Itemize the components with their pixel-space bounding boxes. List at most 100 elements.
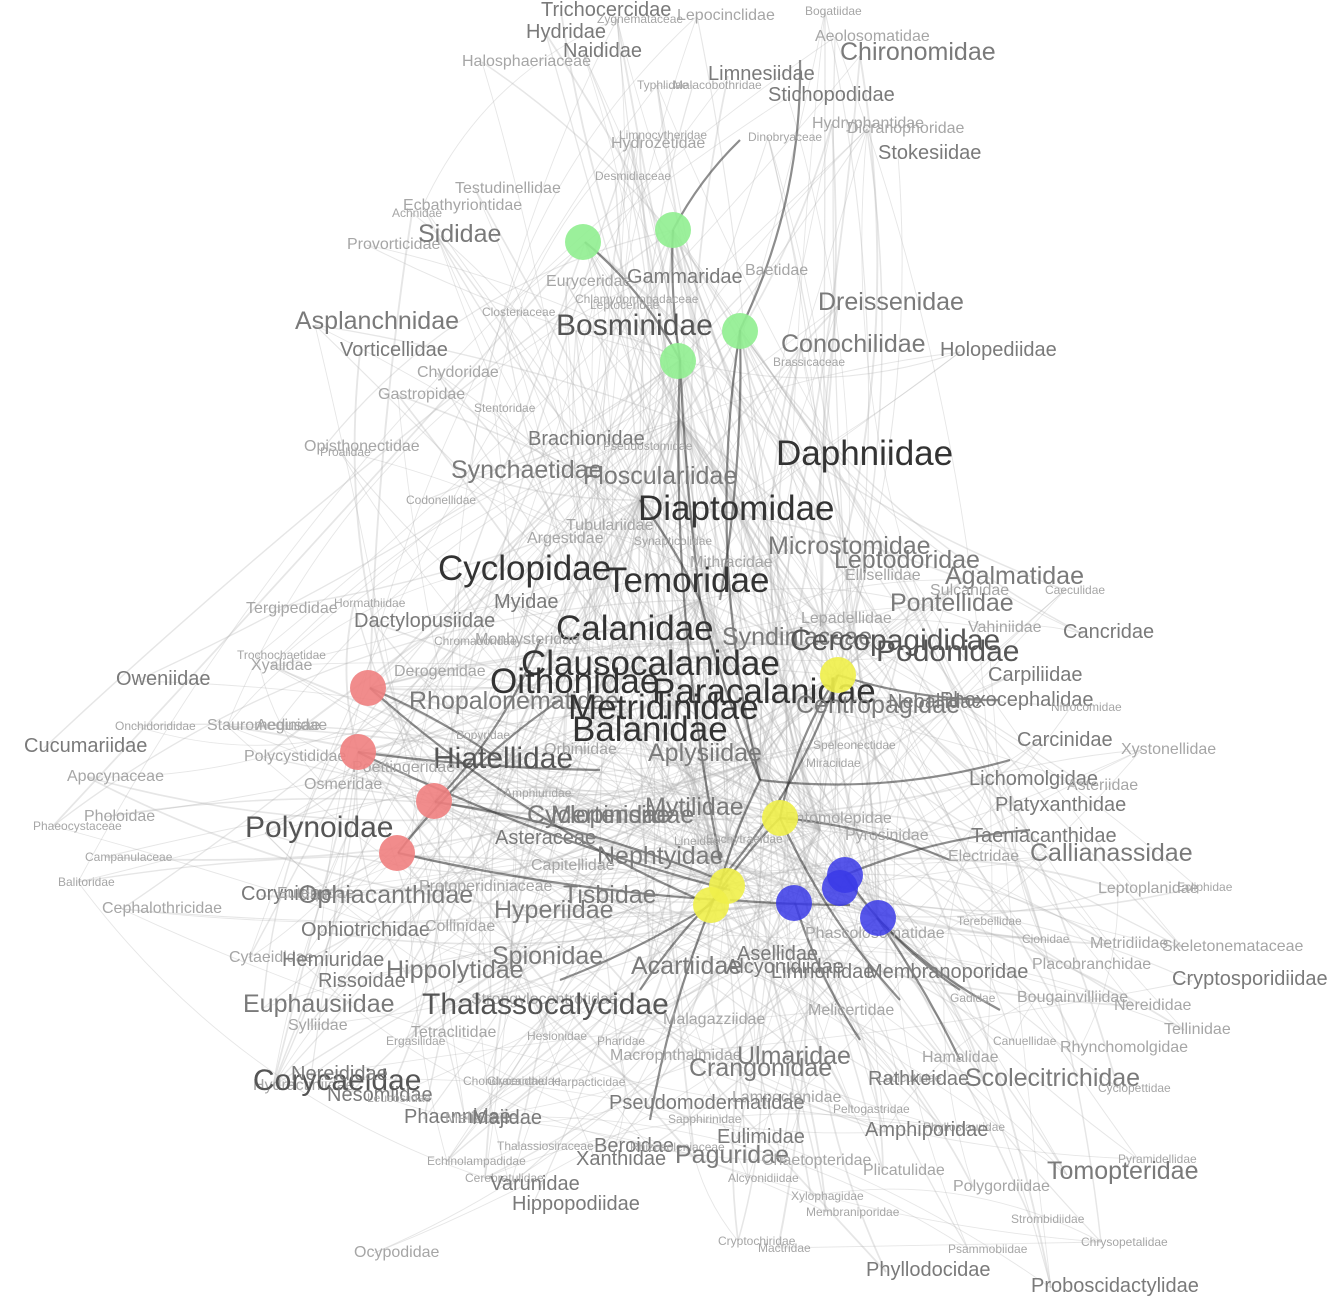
blue-node	[860, 900, 896, 936]
highlight-edge	[434, 639, 542, 803]
web-edge	[839, 886, 899, 1079]
web-edge	[651, 419, 681, 542]
web-edge	[457, 575, 492, 1001]
family-label: Baetidae	[745, 262, 808, 279]
family-label: Oweniidae	[116, 668, 211, 690]
family-label: Rhynchomolgidae	[1060, 1039, 1188, 1056]
family-label: Chironomidae	[840, 38, 996, 66]
web-edge	[585, 359, 681, 527]
web-edge	[752, 817, 781, 1061]
family-label: Lineidae	[674, 834, 720, 848]
family-label: Provorticidae	[347, 236, 440, 253]
web-edge	[649, 917, 878, 1148]
web-edge	[582, 674, 839, 900]
family-label: Myidae	[494, 591, 558, 613]
web-edge	[369, 687, 889, 1082]
web-edge	[428, 704, 729, 886]
web-edge	[616, 18, 821, 831]
web-edge	[679, 359, 789, 551]
web-edge	[699, 588, 989, 629]
family-label: Dicranophoridae	[847, 120, 965, 137]
family-label: Platyxanthidae	[995, 794, 1126, 816]
family-label: Corynidae	[241, 883, 332, 905]
web-edge	[629, 980, 1193, 1057]
family-label: Rhizosoleniaceae	[630, 1140, 725, 1154]
family-label: Mithracidae	[690, 554, 773, 571]
web-edge	[575, 635, 821, 831]
family-label: Opisthonectidae	[304, 438, 420, 455]
highlight-edge	[678, 359, 702, 601]
web-edge	[628, 1104, 689, 1121]
family-label: Rathkeidae	[868, 1068, 969, 1090]
family-label: Dreissenidae	[818, 288, 964, 316]
yellow-node	[762, 800, 798, 836]
web-edge	[1079, 888, 1119, 1049]
web-edge	[546, 902, 796, 1037]
web-edge	[876, 917, 1068, 1176]
web-edge	[727, 857, 1119, 890]
family-label: Carpiliidae	[988, 664, 1083, 686]
family-label: Hiatellidae	[433, 742, 573, 775]
web-edge	[320, 902, 796, 945]
web-edge	[301, 961, 783, 1162]
web-edge	[810, 829, 887, 1273]
web-edge	[547, 440, 986, 1083]
web-edge	[739, 329, 1102, 1243]
web-edge	[317, 359, 681, 900]
family-label: Achnidae	[392, 206, 442, 220]
web-edge	[582, 305, 839, 900]
web-edge	[464, 749, 1142, 1120]
web-edge	[357, 440, 549, 753]
web-edge	[262, 419, 681, 1009]
web-edge	[731, 829, 821, 1242]
family-label: Apocynaceae	[67, 768, 164, 785]
web-edge	[366, 244, 681, 361]
web-edge	[727, 884, 827, 1213]
web-edge	[270, 665, 796, 904]
web-edge	[672, 229, 827, 764]
web-edge	[422, 18, 618, 207]
web-edge	[719, 55, 861, 861]
family-label: Ellisellidae	[845, 567, 921, 584]
web-edge	[314, 324, 681, 421]
web-edge	[397, 394, 597, 1162]
web-edge	[707, 904, 753, 1099]
web-edge	[434, 590, 951, 803]
web-edge	[135, 359, 681, 682]
web-edge	[423, 359, 681, 1120]
web-edge	[794, 589, 1066, 904]
family-label: Corycaeidae	[253, 1064, 421, 1097]
family-label: Enchytraeidae	[706, 832, 783, 846]
web-edge	[679, 419, 817, 710]
family-label: Metridinidae	[568, 688, 759, 727]
background-edges	[43, 10, 1198, 1289]
family-label: Campanulaceae	[85, 850, 173, 864]
family-label: Pseudostomidae	[603, 439, 693, 453]
web-edge	[464, 1116, 969, 1250]
web-edge	[679, 419, 743, 642]
web-edge	[679, 419, 1081, 1049]
web-edge	[625, 587, 761, 761]
web-edge	[513, 603, 589, 716]
family-label: Cionidae	[1022, 932, 1070, 946]
family-label: Poettingeridae	[352, 759, 455, 776]
web-edge	[540, 499, 641, 672]
web-edge	[572, 330, 711, 906]
family-label: Orbiniidae	[544, 741, 617, 758]
web-edge	[819, 305, 878, 919]
family-label: Cryptosporidiidae	[1172, 968, 1328, 990]
web-edge	[470, 15, 698, 475]
web-edge	[307, 886, 841, 1027]
web-edge	[272, 751, 359, 1087]
family-label: Metridiidae	[1090, 935, 1168, 952]
highlight-edge	[369, 687, 701, 902]
family-label: Hydrozetidae	[611, 135, 705, 152]
family-label: Pseudomodermatidae	[609, 1092, 805, 1114]
web-edge	[759, 460, 797, 761]
web-edge	[639, 499, 817, 710]
web-edge	[489, 229, 674, 1001]
family-label: Pyrosinidae	[845, 827, 929, 844]
web-edge	[550, 859, 721, 867]
family-label: Leptoceridae	[590, 298, 660, 312]
family-label: Amphiporidae	[865, 1119, 988, 1141]
